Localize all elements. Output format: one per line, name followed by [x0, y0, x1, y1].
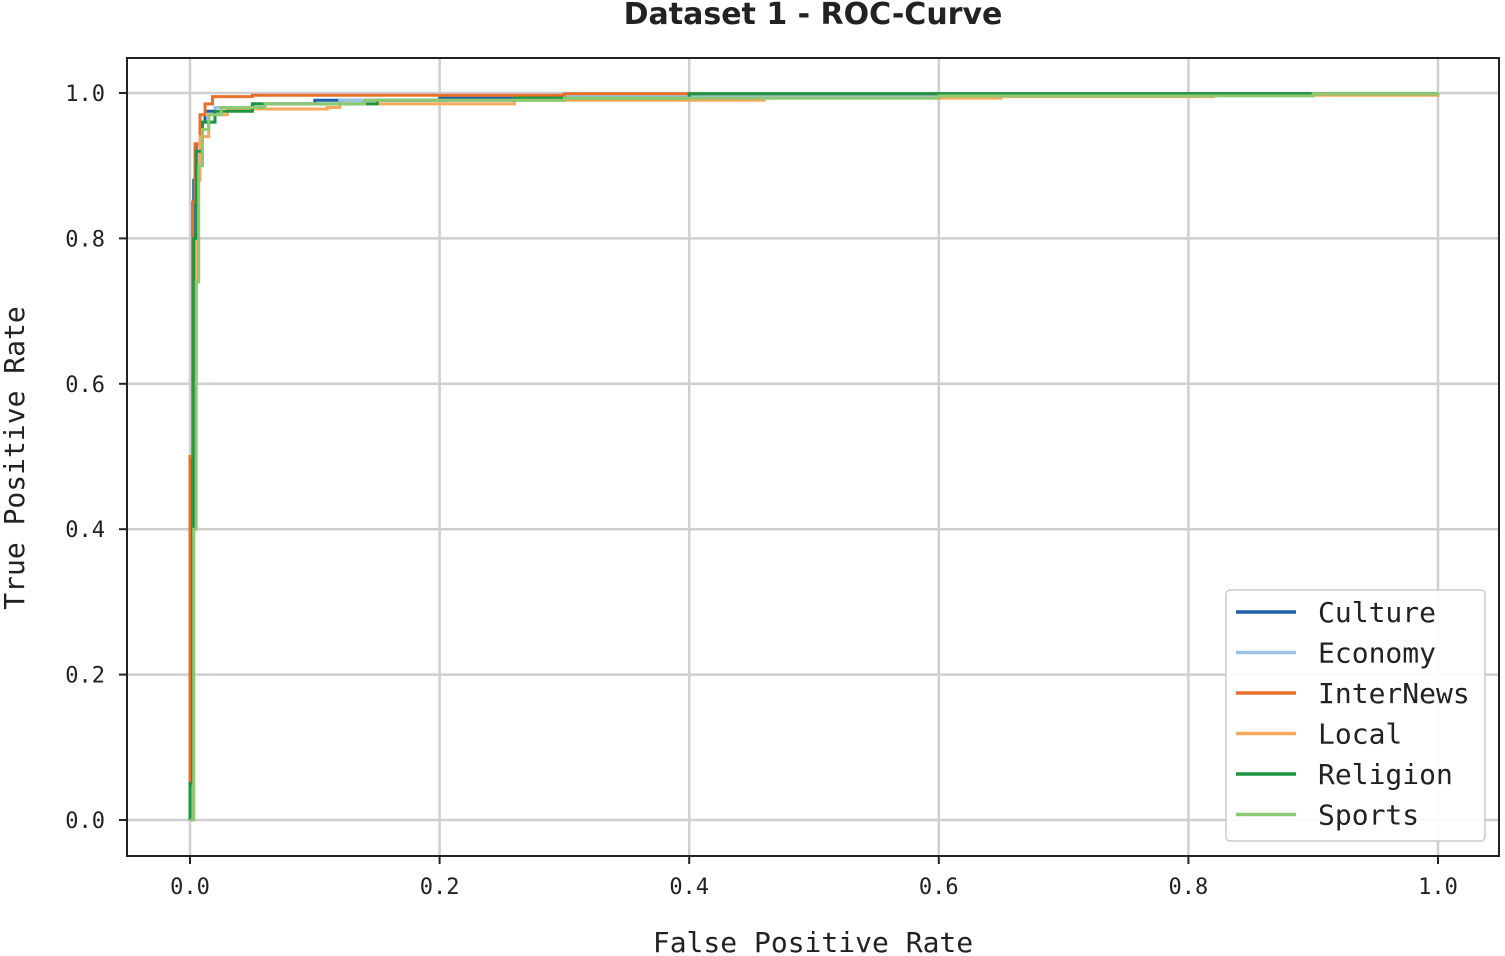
y-tick-label-4: 0.8: [65, 227, 105, 252]
x-tick-label-4: 0.8: [1169, 875, 1209, 900]
y-tick-label-1: 0.2: [65, 664, 105, 689]
legend-label-culture: Culture: [1318, 596, 1436, 629]
series-line-sports: [190, 92, 1440, 822]
y-tick-label-3: 0.6: [65, 373, 105, 398]
legend-label-religion: Religion: [1318, 758, 1453, 791]
y-tick-label-5: 1.0: [65, 82, 105, 107]
y-tick-label-2: 0.4: [65, 518, 105, 543]
series-lines: [188, 92, 1440, 822]
legend-label-sports: Sports: [1318, 799, 1419, 832]
plot-frame: [126, 57, 1500, 857]
x-axis-label: False Positive Rate: [653, 926, 973, 956]
x-axis-ticks: 0.0 0.2 0.4 0.6 0.8 1.0: [170, 856, 1458, 900]
grid: [127, 58, 1499, 856]
x-tick-label-1: 0.2: [420, 875, 460, 900]
x-tick-label-2: 0.4: [669, 875, 709, 900]
legend: Culture Economy InterNews Local Religion Spor…: [1225, 589, 1486, 842]
x-tick-label-3: 0.6: [919, 875, 959, 900]
x-tick-label-0: 0.0: [170, 875, 210, 900]
legend-label-local: Local: [1318, 718, 1402, 751]
legend-label-internews: InterNews: [1318, 677, 1470, 710]
y-axis-label: True Positive Rate: [0, 306, 31, 609]
chart-title: Dataset 1 - ROC-Curve: [624, 0, 1003, 32]
y-tick-label-0: 0.0: [65, 809, 105, 834]
y-axis-ticks: 0.0 0.2 0.4 0.6 0.8 1.0: [65, 82, 127, 834]
legend-label-economy: Economy: [1318, 637, 1436, 670]
legend-items: Culture Economy InterNews Local Religion Spor…: [1236, 596, 1470, 832]
x-tick-label-5: 1.0: [1418, 875, 1458, 900]
